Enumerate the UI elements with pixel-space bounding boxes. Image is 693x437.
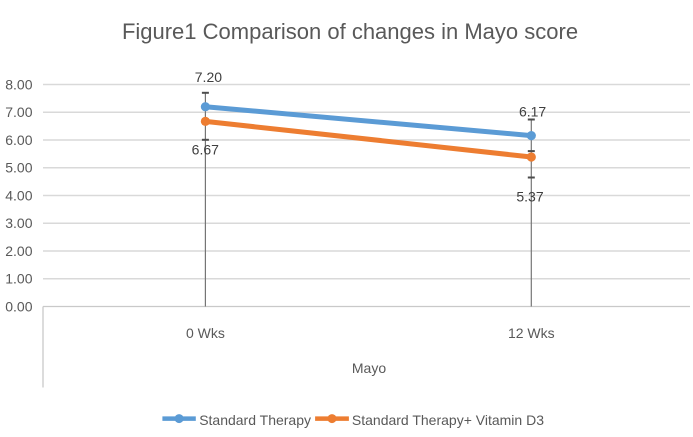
svg-text:7.20: 7.20 <box>195 69 222 85</box>
svg-text:Mayo: Mayo <box>352 360 386 376</box>
svg-text:Figure1 Comparison of changes: Figure1 Comparison of changes in Mayo sc… <box>122 19 578 44</box>
svg-text:5.00: 5.00 <box>5 160 32 176</box>
svg-text:6.17: 6.17 <box>519 104 546 120</box>
svg-text:7.00: 7.00 <box>5 104 32 120</box>
svg-text:3.00: 3.00 <box>5 215 32 231</box>
svg-text:4.00: 4.00 <box>5 187 32 203</box>
svg-text:0 Wks: 0 Wks <box>186 325 225 341</box>
svg-text:Standard Therapy+ Vitamin D3: Standard Therapy+ Vitamin D3 <box>352 412 544 428</box>
svg-text:0.00: 0.00 <box>5 298 32 314</box>
svg-text:8.00: 8.00 <box>5 76 32 92</box>
svg-text:Standard Therapy: Standard Therapy <box>199 412 311 428</box>
svg-text:2.00: 2.00 <box>5 243 32 259</box>
svg-text:6.00: 6.00 <box>5 132 32 148</box>
svg-text:12 Wks: 12 Wks <box>508 325 555 341</box>
svg-text:6.67: 6.67 <box>192 142 219 158</box>
svg-text:1.00: 1.00 <box>5 271 32 287</box>
svg-text:5.37: 5.37 <box>516 189 543 205</box>
